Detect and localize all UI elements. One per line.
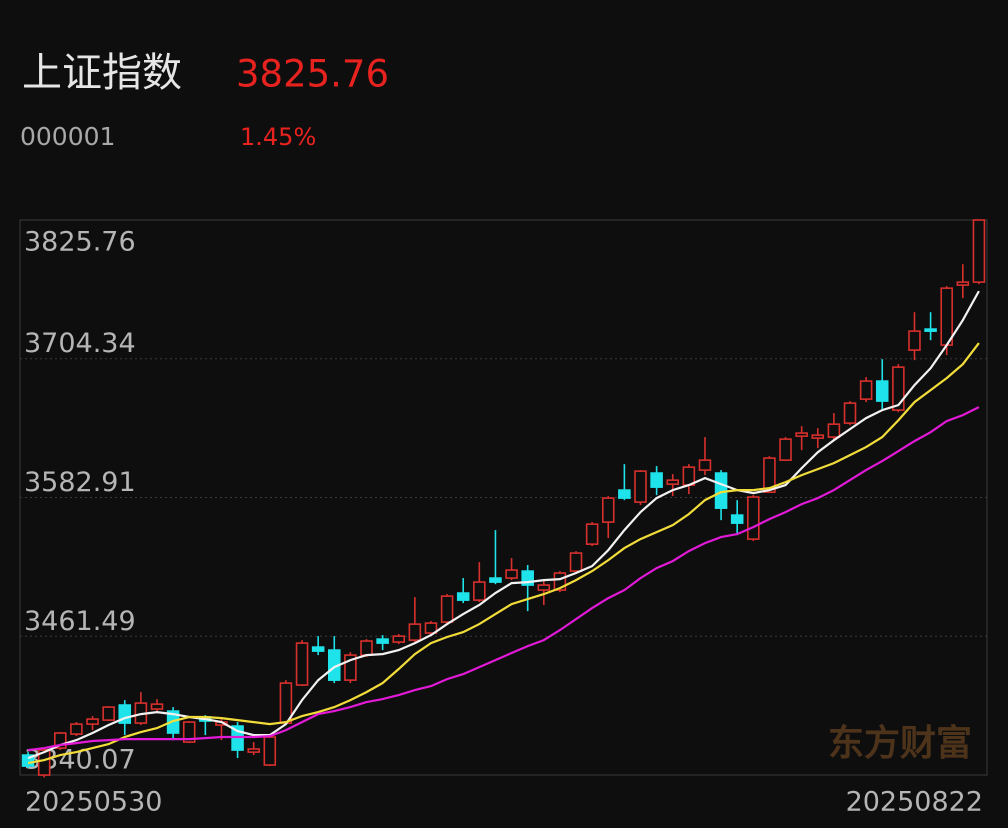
candle-body — [440, 595, 454, 623]
candle-body — [843, 402, 857, 424]
candle-body — [956, 281, 970, 286]
candle-body — [908, 330, 921, 351]
candle-body — [924, 328, 937, 332]
candle-body — [360, 640, 373, 656]
candle-body — [827, 423, 841, 438]
candle-body — [569, 552, 583, 572]
candle-body — [295, 642, 309, 686]
candle-body — [521, 570, 534, 586]
candle-body — [489, 577, 502, 583]
candle-body — [972, 219, 986, 283]
y-tick-label: 3825.76 — [24, 227, 136, 258]
x-tick-label: 20250822 — [846, 787, 983, 818]
candle-body — [247, 748, 260, 753]
candle-body — [505, 569, 518, 579]
candle-body — [859, 380, 873, 400]
candle-body — [650, 472, 663, 488]
candle-body — [875, 380, 889, 402]
candle-body — [311, 646, 325, 652]
candle-body — [408, 623, 422, 641]
candle-body — [730, 514, 744, 524]
moving-average-line — [27, 406, 980, 752]
candle-body — [21, 754, 35, 767]
candle-body — [666, 479, 680, 485]
x-tick-label: 20250530 — [25, 787, 162, 818]
candle-body — [473, 581, 486, 601]
candle-body — [102, 706, 115, 721]
candle-body — [86, 718, 99, 725]
candle-body — [553, 572, 567, 591]
candle-body — [150, 703, 164, 710]
candle-body — [263, 736, 277, 766]
candle-body — [601, 497, 615, 523]
candle-body — [795, 432, 808, 437]
candle-body — [940, 287, 953, 346]
candle-body — [456, 592, 470, 601]
y-tick-label: 3704.34 — [24, 328, 136, 359]
candle-body — [634, 470, 647, 503]
watermark: 东方财富 — [828, 722, 972, 764]
candle-body — [618, 489, 631, 499]
candle-body — [763, 457, 776, 493]
last-price: 3825.76 — [236, 53, 389, 96]
candle-body — [747, 496, 760, 540]
index-name: 上证指数 — [22, 50, 182, 96]
candle-body — [392, 635, 406, 643]
candle-body — [811, 434, 825, 439]
candle-body — [779, 438, 792, 461]
index-code: 000001 — [20, 122, 115, 151]
candle-body — [37, 749, 51, 776]
y-tick-label: 3461.49 — [24, 606, 136, 637]
candle-body — [698, 459, 712, 471]
moving-average-line — [27, 342, 980, 765]
candle-body — [585, 523, 599, 545]
change-percent: 1.45% — [240, 123, 316, 151]
candle-body — [118, 704, 132, 724]
candle-body — [376, 638, 389, 644]
candle-body — [344, 654, 357, 681]
candle-body — [70, 723, 83, 735]
candle-body — [424, 622, 438, 634]
candle-body — [54, 732, 67, 749]
candle-body — [537, 584, 551, 591]
moving-average-line — [27, 290, 980, 760]
candle-body — [182, 721, 196, 743]
y-tick-label: 3582.91 — [24, 467, 136, 498]
candle-body — [892, 366, 905, 411]
